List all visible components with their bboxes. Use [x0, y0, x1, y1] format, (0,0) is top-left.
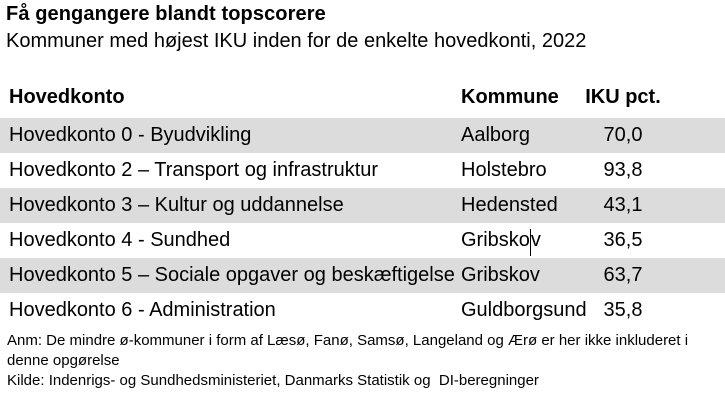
cell-iku: 70,0: [603, 124, 643, 146]
table-row: Hovedkonto 0 - Byudvikling Aalborg 70,0: [0, 118, 725, 153]
cell-iku: 63,7: [603, 264, 643, 286]
cell-iku: 43,1: [603, 194, 643, 216]
cell-kommune: Guldborgsund: [461, 299, 587, 321]
header-iku-pct: IKU pct.: [585, 85, 661, 108]
cell-kommune: Hedensted: [461, 194, 558, 216]
cell-hovedkonto: Hovedkonto 0 - Byudvikling: [9, 124, 252, 146]
cell-hovedkonto: Hovedkonto 2 – Transport og infrastruktu…: [9, 159, 379, 181]
cell-kommune-editing[interactable]: Gribskov: [461, 227, 582, 256]
table-row: Hovedkonto 6 - Administration Guldborgsu…: [0, 293, 725, 328]
table-row: Hovedkonto 3 – Kultur og uddannelse Hede…: [0, 188, 725, 223]
header-kommune: Kommune: [461, 85, 559, 108]
table-header-row: Hovedkonto Kommune IKU pct.: [0, 82, 725, 112]
page-subtitle: Kommuner med højest IKU inden for de enk…: [6, 30, 587, 52]
cell-kommune: Gribskov: [461, 264, 540, 286]
table-row: Hovedkonto 2 – Transport og infrastruktu…: [0, 153, 725, 188]
data-table: Hovedkonto Kommune IKU pct. Hovedkonto 0…: [0, 82, 725, 328]
table-body: Hovedkonto 0 - Byudvikling Aalborg 70,0 …: [0, 118, 725, 328]
cell-hovedkonto: Hovedkonto 6 - Administration: [9, 299, 276, 321]
text-caret: [529, 229, 531, 256]
cell-hovedkonto: Hovedkonto 4 - Sundhed: [9, 229, 231, 251]
cell-kommune: Aalborg: [461, 124, 530, 146]
cell-hovedkonto: Hovedkonto 5 – Sociale opgaver og beskæf…: [9, 264, 455, 286]
cell-kommune: Holstebro: [461, 159, 547, 181]
cell-hovedkonto: Hovedkonto 3 – Kultur og uddannelse: [9, 194, 344, 216]
header-hovedkonto: Hovedkonto: [9, 85, 125, 108]
page-title: Få gengangere blandt topscorere: [6, 3, 326, 25]
cell-iku: 35,8: [603, 299, 643, 321]
table-row: Hovedkonto 5 – Sociale opgaver og beskæf…: [0, 258, 725, 293]
kommune-text-before-caret: Gribsko: [461, 228, 530, 251]
footnote-anm: Anm: De mindre ø-kommuner i form af Læsø…: [7, 332, 693, 369]
cell-iku: 36,5: [603, 229, 643, 251]
source-kilde: Kilde: Indenrigs- og Sundhedsministeriet…: [7, 372, 539, 389]
kommune-text-after-caret: v: [530, 228, 541, 251]
table-row: Hovedkonto 4 - Sundhed Gribskov 36,5: [0, 223, 725, 258]
cell-iku: 93,8: [603, 159, 643, 181]
